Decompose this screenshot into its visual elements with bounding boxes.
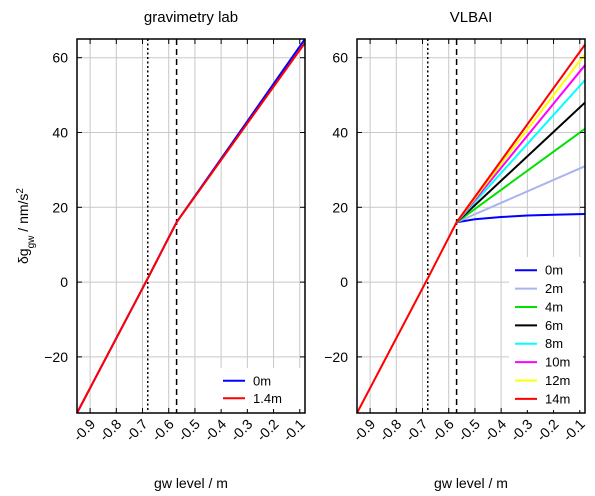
y-tick-label: 40 <box>332 125 348 141</box>
y-tick-label: 0 <box>340 274 348 290</box>
y-tick-label: 0 <box>60 274 68 290</box>
y-tick-label: 60 <box>332 50 348 66</box>
x-tick-label: -0.7 <box>402 416 431 445</box>
x-tick-label: -0.4 <box>481 416 510 445</box>
x-tick-label: -0.2 <box>533 416 562 445</box>
legend-label-0m: 0m <box>253 373 271 388</box>
panel-title-gravimetry-lab: gravimetry lab <box>144 9 238 26</box>
legend-label-1.4m: 1.4m <box>253 391 282 406</box>
y-axis-label-sub: gw <box>26 235 37 249</box>
x-tick-label: -0.8 <box>376 416 405 445</box>
x-tick-label: -0.4 <box>201 416 230 445</box>
series-line-8m <box>455 79 586 223</box>
y-axis-label-sup: 2 <box>15 188 26 194</box>
y-axis-label-unit: / nm/s <box>15 194 31 236</box>
y-tick-label: 40 <box>52 125 68 141</box>
legend-box <box>509 257 583 410</box>
x-tick-label: -0.6 <box>148 416 177 445</box>
x-tick-label: -0.9 <box>350 416 379 445</box>
series-line-4m <box>455 127 586 224</box>
series-line-14m <box>455 44 586 223</box>
panel-title-vlbai: VLBAI <box>450 9 493 26</box>
y-tick-label: 20 <box>52 199 68 215</box>
legend-label-10m: 10m <box>545 355 570 370</box>
plot-frame <box>76 38 306 414</box>
x-tick-label: -0.8 <box>96 416 125 445</box>
x-tick-label: -0.1 <box>280 416 309 445</box>
legend-label-2m: 2m <box>545 281 563 296</box>
x-tick-label: -0.5 <box>455 416 484 445</box>
x-tick-label: -0.9 <box>70 416 99 445</box>
x-tick-label: -0.3 <box>507 416 536 445</box>
series-line-0m <box>456 213 586 224</box>
legend-label-12m: 12m <box>545 373 570 388</box>
legend-label-0m: 0m <box>545 263 563 278</box>
plot-frame <box>356 38 586 414</box>
x-tick-label: -0.3 <box>227 416 256 445</box>
legend-label-8m: 8m <box>545 336 563 351</box>
x-tick-label: -0.2 <box>253 416 282 445</box>
legend-label-6m: 6m <box>545 318 563 333</box>
y-tick-label: −20 <box>44 349 68 365</box>
legend-label-14m: 14m <box>545 391 570 406</box>
x-tick-label: -0.6 <box>428 416 457 445</box>
legend-label-4m: 4m <box>545 299 563 314</box>
series-line-10m <box>455 64 586 223</box>
y-axis-label-main: δg <box>15 248 31 264</box>
legend-box <box>217 368 303 409</box>
panel-vlbai: VLBAI -0.9-0.8-0.7-0.6-0.5-0.4-0.3-0.2-0… <box>324 9 588 491</box>
y-tick-label: −20 <box>324 349 348 365</box>
series-line-6m <box>455 101 586 223</box>
y-axis-label: δggw / nm/s2 <box>15 188 37 264</box>
y-tick-label: 60 <box>52 50 68 66</box>
series-line-1.4m <box>76 42 306 414</box>
series-line-2m <box>456 165 586 224</box>
x-axis-label: gw level / m <box>154 475 228 491</box>
x-tick-label: -0.1 <box>560 416 589 445</box>
series-line-shared-segment <box>356 221 458 414</box>
y-tick-label: 20 <box>332 199 348 215</box>
x-tick-label: -0.7 <box>122 416 151 445</box>
panel-gravimetry-lab: gravimetry lab -0.9-0.8-0.7-0.6-0.5-0.4-… <box>15 9 309 491</box>
x-tick-label: -0.5 <box>175 416 204 445</box>
x-axis-label: gw level / m <box>434 475 508 491</box>
